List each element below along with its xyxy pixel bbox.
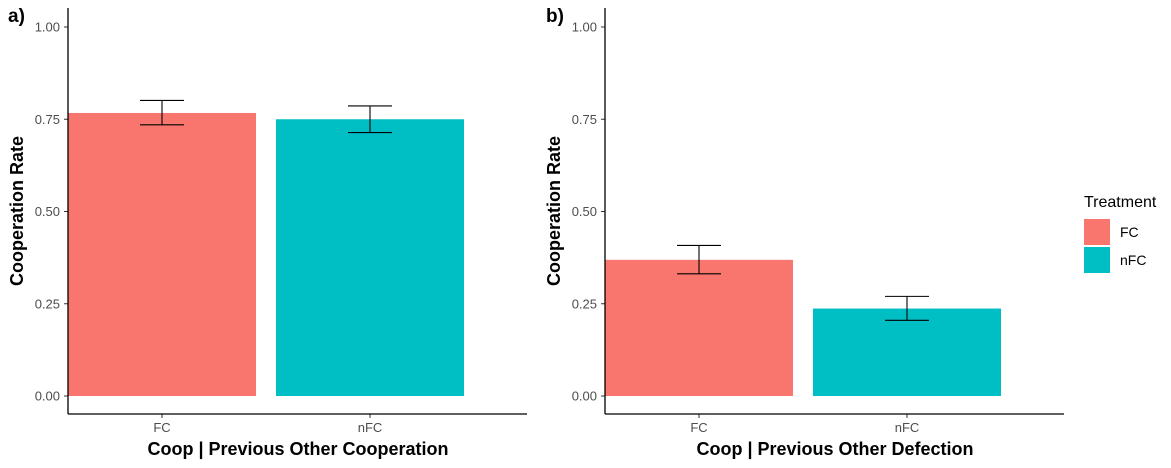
panel-b-y-axis-title: Cooperation Rate — [544, 136, 564, 286]
legend-label-fc: FC — [1120, 224, 1139, 240]
panel-a-x-tick-label: FC — [153, 420, 170, 435]
legend: Treatment FC nFC — [1084, 194, 1157, 273]
panel-b-y-tick-label: 0.25 — [572, 296, 597, 311]
legend-swatch-fc — [1084, 219, 1110, 245]
legend-title: Treatment — [1084, 194, 1157, 211]
legend-swatch-nfc — [1084, 247, 1110, 273]
panel-b-tag: b) — [546, 6, 564, 27]
panel-a-y-tick-label: 0.25 — [35, 296, 60, 311]
panel-a-y-tick-label: 0.50 — [35, 204, 60, 219]
panel-a-x-tick-label: nFC — [358, 420, 383, 435]
panel-a-plot: 0.00 0.25 0.50 0.75 1.00 FC nFC — [35, 20, 464, 435]
panel-b-y-tick-label: 0.50 — [572, 204, 597, 219]
panel-b-x-axis-title: Coop | Previous Other Defection — [696, 439, 973, 459]
panel-b-x-tick-label: nFC — [895, 420, 920, 435]
panel-b-bar-nfc — [813, 308, 1001, 396]
panel-a-bar-fc — [68, 112, 256, 397]
panel-b-plot: 0.00 0.25 0.50 0.75 1.00 FC nFC — [572, 20, 1001, 435]
panel-a-y-axis-title: Cooperation Rate — [7, 136, 27, 286]
panel-b: b) 0.00 0.25 0.50 0.75 1.00 FC nFC Cooperation… — [544, 6, 1064, 459]
panel-b-y-tick-label: 0.75 — [572, 112, 597, 127]
panel-a-tag: a) — [8, 6, 25, 27]
panel-a-bar-nfc — [276, 119, 464, 396]
legend-label-nfc: nFC — [1120, 252, 1146, 268]
panel-a: a) 0.00 0.25 0.50 0.75 1.00 FC nFC Cooperation… — [7, 6, 527, 459]
panel-a-y-tick-label: 0.75 — [35, 112, 60, 127]
panel-a-x-axis-title: Coop | Previous Other Cooperation — [147, 439, 448, 459]
panel-b-y-tick-label: 1.00 — [572, 20, 597, 35]
panel-a-y-tick-label: 0.00 — [35, 389, 60, 404]
panel-b-y-tick-label: 0.00 — [572, 389, 597, 404]
panel-b-bar-fc — [605, 259, 793, 396]
panel-a-y-tick-label: 1.00 — [35, 20, 60, 35]
panel-b-x-tick-label: FC — [690, 420, 707, 435]
